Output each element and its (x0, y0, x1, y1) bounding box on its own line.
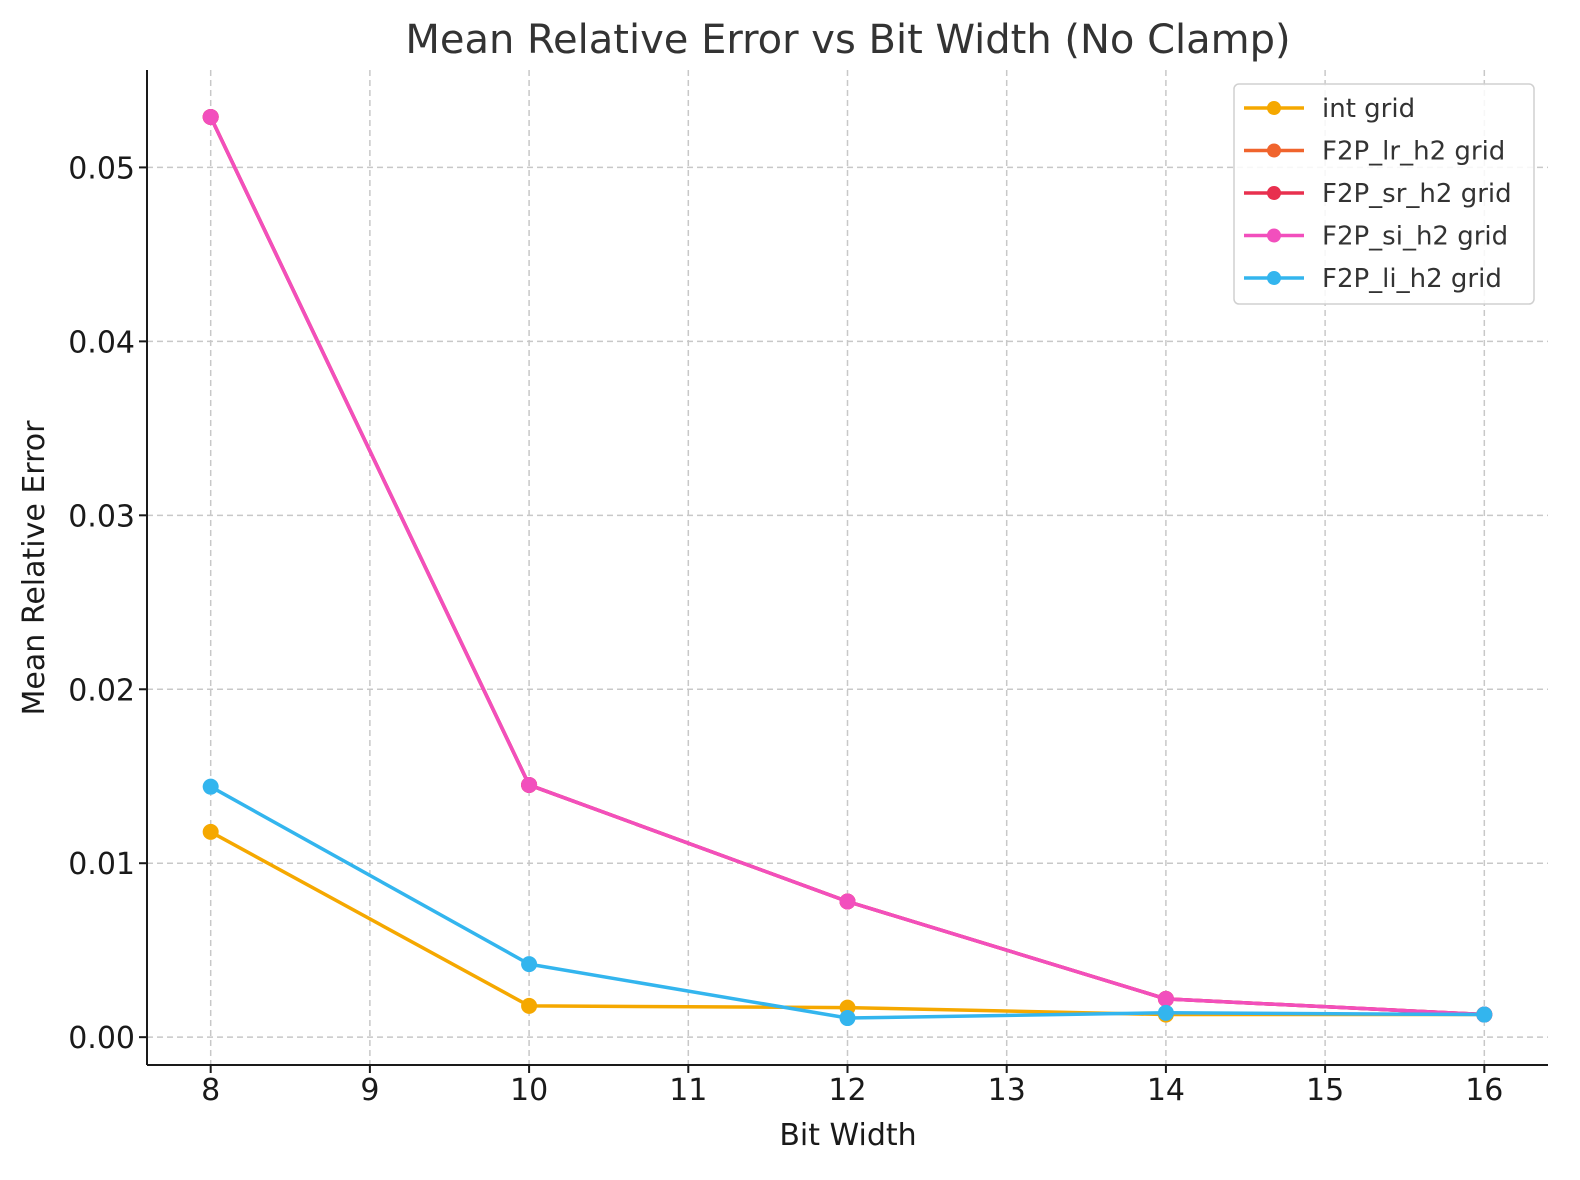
legend-item: F2P_si_h2 grid (1244, 222, 1508, 252)
series-4 (202, 778, 1493, 1027)
legend-label: F2P_sr_h2 grid (1322, 179, 1512, 209)
legend-item: F2P_li_h2 grid (1244, 264, 1502, 294)
data-point (1157, 1004, 1174, 1021)
x-tick-label: 9 (360, 1073, 379, 1108)
data-point (202, 108, 219, 125)
legend-label: F2P_lr_h2 grid (1322, 137, 1505, 167)
legend: int grid F2P_lr_h2 grid F2P_sr_h2 grid F2P_… (1233, 83, 1535, 305)
y-axis-label: Mean Relative Error (17, 420, 52, 716)
legend-label: F2P_si_h2 grid (1322, 222, 1508, 252)
y-tick-label: 0.02 (68, 673, 135, 708)
legend-marker (1267, 228, 1281, 243)
x-tick-label: 11 (669, 1073, 707, 1108)
legend-marker (1267, 101, 1281, 115)
legend-label: int grid (1322, 94, 1415, 124)
legend-box (1233, 83, 1535, 305)
data-point (521, 997, 538, 1014)
tick-labels: 8 9 10 11 12 13 14 15 16 0.00 0.01 0.02 0.03 0.04 0.05 (68, 151, 1503, 1108)
data-point (839, 893, 856, 910)
data-point (521, 776, 538, 793)
legend-marker (1267, 271, 1281, 285)
y-tick-label: 0.03 (68, 499, 135, 534)
y-tick-label: 0.05 (68, 151, 135, 186)
x-tick-label: 14 (1147, 1073, 1185, 1108)
legend-item: int grid (1244, 94, 1415, 124)
legend-marker (1267, 143, 1281, 158)
legend-item: F2P_sr_h2 grid (1244, 179, 1512, 209)
x-axis-label: Bit Width (779, 1118, 916, 1153)
y-tick-label: 0.04 (68, 325, 135, 360)
x-tick-label: 12 (828, 1073, 866, 1108)
data-point (202, 778, 219, 795)
y-tick-label: 0.01 (68, 847, 135, 882)
legend-label: F2P_li_h2 grid (1322, 264, 1502, 294)
y-tick-label: 0.00 (68, 1021, 135, 1056)
x-tick-label: 16 (1465, 1073, 1503, 1108)
axes (139, 70, 1548, 1073)
x-tick-label: 10 (510, 1073, 548, 1108)
legend-marker (1267, 186, 1281, 200)
legend-item: F2P_lr_h2 grid (1244, 137, 1505, 167)
data-point (1476, 1006, 1493, 1023)
data-point (521, 956, 538, 973)
x-tick-label: 8 (201, 1073, 220, 1108)
x-tick-label: 15 (1306, 1073, 1344, 1108)
data-point (1157, 990, 1174, 1007)
data-point (839, 1010, 856, 1027)
data-point (202, 823, 219, 840)
chart-title: Mean Relative Error vs Bit Width (No Cla… (405, 17, 1290, 63)
series-3 (202, 108, 1493, 1023)
data-series (202, 108, 1493, 1027)
x-tick-label: 13 (988, 1073, 1026, 1108)
